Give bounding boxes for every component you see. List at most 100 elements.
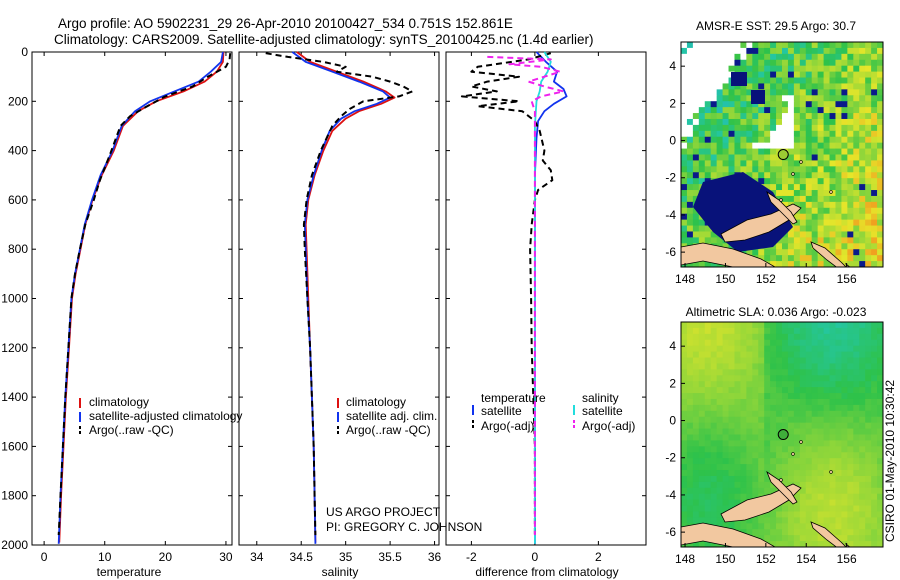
map-cell: [799, 523, 807, 530]
map-cell: [847, 381, 854, 388]
map-cell: [770, 428, 777, 435]
map-cell: [746, 416, 753, 424]
map-cell: [704, 261, 712, 267]
map-cell: [681, 381, 688, 388]
map-cell: [799, 470, 807, 477]
map-cell: [823, 398, 831, 406]
map-cell: [841, 207, 848, 215]
map-cell: [710, 107, 718, 114]
map-cell: [681, 322, 688, 329]
map-cell: [823, 404, 831, 412]
map-cell: [776, 255, 783, 262]
map-cell: [793, 195, 801, 203]
map-cell: [704, 327, 712, 335]
map-cell: [787, 387, 795, 394]
sst-map: [681, 42, 883, 267]
map-cell: [865, 387, 872, 394]
map-cell: [787, 142, 795, 150]
map-cell: [728, 42, 735, 49]
map-cell: [764, 255, 771, 262]
map-cell: [787, 166, 795, 173]
map-cell: [716, 124, 724, 132]
map-cell: [847, 428, 854, 435]
map-cell: [752, 410, 759, 418]
map-cell: [770, 363, 777, 370]
map-cell: [799, 393, 807, 400]
map-cell: [877, 172, 883, 179]
map-cell: [805, 428, 813, 435]
map-cell: [793, 219, 801, 227]
map-cell: [841, 184, 848, 191]
map-cell: [841, 333, 848, 341]
map-cell: [841, 434, 848, 441]
map-cell: [811, 154, 819, 161]
map-cell: [692, 95, 700, 102]
map-cell: [865, 470, 872, 477]
map-cell: [799, 207, 807, 215]
map-cell: [793, 416, 801, 424]
map-cell: [681, 225, 688, 232]
map-cell: [799, 255, 807, 262]
map-cell: [740, 458, 747, 465]
map-cell: [811, 458, 819, 465]
map-cell: [686, 172, 694, 179]
map-cell: [817, 124, 825, 132]
map-cell: [740, 487, 747, 495]
map-cell: [681, 404, 688, 412]
map-cell: [817, 207, 825, 215]
map-cell: [692, 487, 700, 495]
map-cell: [817, 446, 825, 453]
map-cell: [877, 470, 883, 477]
map-cell: [793, 446, 801, 453]
map-cell: [681, 172, 688, 179]
map-cell: [871, 416, 878, 424]
map-cell: [841, 529, 848, 536]
map-cell: [823, 207, 831, 215]
map-cell: [681, 375, 688, 382]
map-cell: [805, 237, 813, 244]
map-cell: [716, 458, 724, 465]
map-cell: [859, 339, 866, 347]
map-cell: [865, 83, 872, 90]
map-cell: [776, 375, 783, 382]
map-cell: [871, 470, 878, 477]
map-cell: [823, 363, 831, 370]
map-cell: [698, 481, 706, 489]
map-cell: [770, 529, 777, 536]
map-cell: [782, 261, 789, 267]
map-cell: [811, 422, 819, 430]
map-cell: [853, 124, 860, 132]
map-cell: [734, 452, 741, 459]
map-cell: [847, 154, 854, 161]
map-cell: [698, 487, 706, 495]
map-cell: [853, 101, 860, 108]
map-cell: [692, 345, 700, 353]
map-cell: [710, 357, 718, 364]
map-cell: [793, 243, 801, 250]
map-cell: [877, 184, 883, 191]
map-cell: [698, 124, 706, 132]
map-cell: [681, 327, 688, 335]
map-cell: [782, 475, 789, 483]
map-cell: [710, 452, 718, 459]
map-cell: [716, 416, 724, 424]
map-cell: [847, 464, 854, 471]
map-cell: [722, 142, 730, 150]
map-cell: [871, 172, 878, 179]
map-cell: [805, 499, 813, 507]
map-cell: [752, 470, 759, 477]
map-cell: [740, 101, 747, 108]
map-cell: [722, 95, 730, 102]
map-cell: [746, 475, 753, 483]
map-cell: [710, 351, 718, 359]
map-cell: [764, 535, 771, 542]
map-cell: [752, 493, 759, 501]
map-cell: [859, 124, 866, 132]
map-land: [810, 241, 847, 267]
map-cell: [710, 327, 718, 335]
map-cell: [799, 124, 807, 132]
map-cell: [877, 387, 883, 394]
map-cell: [865, 393, 872, 400]
map-cell: [698, 130, 706, 138]
map-cell: [776, 381, 783, 388]
